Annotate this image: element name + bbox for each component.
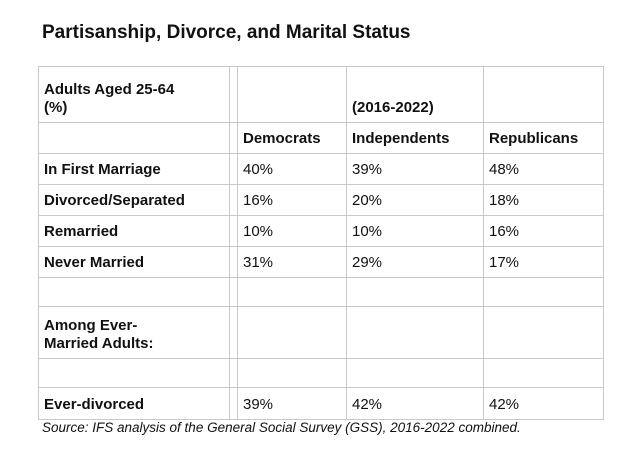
value-cell: 10% — [346, 215, 484, 247]
table-row: Divorced/Separated 16% 20% 18% — [38, 184, 604, 216]
empty-cell — [346, 306, 484, 359]
spacer-cell — [229, 153, 238, 185]
table-row: Ever-divorced 39% 42% 42% — [38, 387, 604, 420]
value-cell: 29% — [346, 246, 484, 278]
data-table: Adults Aged 25-64 (%) (2016-2022) Democr… — [38, 66, 604, 420]
row-label: In First Marriage — [38, 153, 230, 185]
empty-cell — [483, 66, 604, 123]
row-label: Divorced/Separated — [38, 184, 230, 216]
empty-cell — [237, 277, 347, 307]
table-row: Remarried 10% 10% 16% — [38, 215, 604, 247]
page-title: Partisanship, Divorce, and Marital Statu… — [42, 22, 411, 43]
spacer-cell — [229, 387, 238, 420]
empty-row — [38, 277, 604, 307]
value-cell: 20% — [346, 184, 484, 216]
empty-cell — [38, 122, 230, 154]
table-row: Never Married 31% 29% 17% — [38, 246, 604, 278]
table-row: In First Marriage 40% 39% 48% — [38, 153, 604, 185]
empty-cell — [237, 66, 347, 123]
empty-cell — [483, 306, 604, 359]
row-label: Remarried — [38, 215, 230, 247]
value-cell: 42% — [346, 387, 484, 420]
section-header-row: Among Ever- Married Adults: — [38, 306, 604, 359]
source-note: Source: IFS analysis of the General Soci… — [42, 420, 521, 435]
value-cell: 39% — [346, 153, 484, 185]
row-label: Ever-divorced — [38, 387, 230, 420]
spacer-cell — [229, 184, 238, 216]
value-cell: 18% — [483, 184, 604, 216]
value-cell: 16% — [483, 215, 604, 247]
empty-cell — [237, 306, 347, 359]
empty-cell — [346, 358, 484, 388]
value-cell: 10% — [237, 215, 347, 247]
column-header-democrats: Democrats — [237, 122, 347, 154]
row-label: Never Married — [38, 246, 230, 278]
column-header-republicans: Republicans — [483, 122, 604, 154]
spacer-cell — [229, 122, 238, 154]
empty-cell — [237, 358, 347, 388]
spacer-cell — [229, 277, 238, 307]
corner-label-cell: Adults Aged 25-64 (%) — [38, 66, 230, 123]
value-cell: 42% — [483, 387, 604, 420]
section-header-cell: Among Ever- Married Adults: — [38, 306, 230, 359]
empty-row — [38, 358, 604, 388]
empty-cell — [483, 358, 604, 388]
period-label-cell: (2016-2022) — [346, 66, 484, 123]
table-row: Adults Aged 25-64 (%) (2016-2022) — [38, 66, 604, 123]
value-cell: 40% — [237, 153, 347, 185]
column-header-row: Democrats Independents Republicans — [38, 122, 604, 154]
spacer-cell — [229, 358, 238, 388]
empty-cell — [38, 358, 230, 388]
spacer-cell — [229, 306, 238, 359]
empty-cell — [483, 277, 604, 307]
empty-cell — [38, 277, 230, 307]
value-cell: 16% — [237, 184, 347, 216]
value-cell: 48% — [483, 153, 604, 185]
spacer-cell — [229, 215, 238, 247]
value-cell: 31% — [237, 246, 347, 278]
column-header-independents: Independents — [346, 122, 484, 154]
spacer-cell — [229, 66, 238, 123]
value-cell: 39% — [237, 387, 347, 420]
empty-cell — [346, 277, 484, 307]
value-cell: 17% — [483, 246, 604, 278]
spacer-cell — [229, 246, 238, 278]
